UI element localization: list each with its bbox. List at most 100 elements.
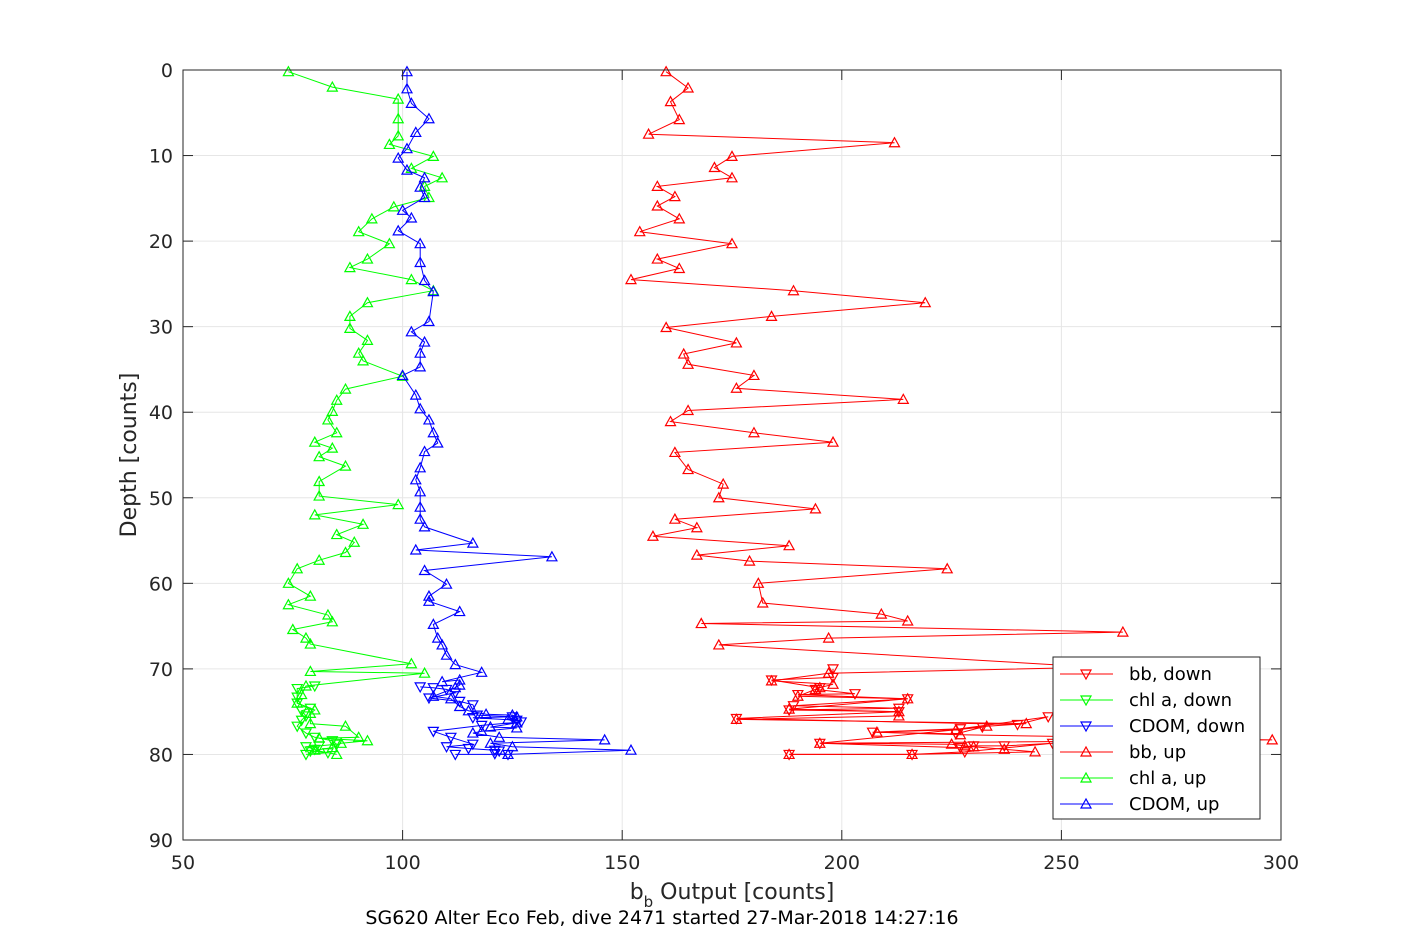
data-point-cdom-up [462,704,475,716]
data-point-bb-up [725,171,739,183]
data-point-cdom-up [427,285,440,297]
data-point-cdom-up [414,461,427,473]
legend-label: bb, down [1129,664,1212,685]
data-point-chl-a-up [308,703,321,715]
legend-swatch-marker [1079,695,1093,707]
data-point-chl-a-up [313,450,326,462]
data-point-cdom-up [427,618,440,630]
data-point-chl-a-up [313,475,326,487]
data-point-chl-a-up [339,719,352,731]
data-point-bb-up [901,614,914,626]
data-point-bb-up [668,190,681,202]
data-point-chl-a-up [436,171,449,183]
data-point-cdom-up [453,605,466,617]
data-point-cdom-up [444,692,457,704]
data-point-cdom-up [396,204,409,215]
data-point-chl-a-up [321,608,334,620]
data-point-chl-a-down [291,721,304,733]
data-point-bb-up [624,273,638,285]
y-tick-label: 40 [149,402,173,424]
data-point-chl-a-up [330,528,343,540]
data-point-cdom-down [493,746,506,758]
data-point-chl-a-up [383,237,396,249]
data-point-chl-a-up [339,382,352,394]
y-tick-label: 70 [149,659,173,681]
data-point-cdom-up [510,710,523,722]
data-point-cdom-down [422,693,435,705]
data-point-cdom-up [418,274,431,286]
data-point-cdom-down [466,700,479,712]
data-point-chl-a-up [326,80,339,92]
data-point-bb-up [958,739,971,751]
data-point-chl-a-up [392,112,405,124]
data-point-cdom-up [409,126,422,138]
data-point-bb-up [967,740,980,752]
x-tick-label: 300 [1263,852,1299,874]
data-point-bb-up [901,692,914,704]
data-point-bb-up [642,127,655,139]
data-point-bb-up [888,136,901,148]
data-point-bb-up [756,596,769,608]
data-point-bb-up [783,702,796,714]
y-tick-label: 20 [149,231,173,253]
data-point-cdom-down [440,742,453,753]
data-point-chl-a-up [326,405,339,416]
data-point-cdom-up [422,589,435,601]
data-point-bb-up [747,369,760,381]
data-point-bb-up [906,748,919,760]
data-point-bb-up [673,262,686,274]
data-point-chl-a-up [352,225,365,237]
x-tick-label: 100 [384,852,420,874]
x-axis-label: bb Output [counts] [630,880,835,911]
axes-box [182,69,1282,841]
data-point-cdom-down [462,743,475,755]
data-point-cdom-up [414,512,427,524]
data-point-cdom-up [409,388,422,400]
data-point-bb-up [1116,625,1129,637]
data-point-cdom-up [431,631,444,643]
data-point-chl-a-up [392,92,405,104]
series-chl-a-down [291,681,343,761]
data-point-chl-a-up [330,426,343,438]
data-point-cdom-up [414,402,427,414]
x-axis-label-subscript: b [644,893,654,911]
data-point-cdom-up [414,485,427,497]
data-point-bb-up [765,674,778,686]
legend-swatch-marker [1079,797,1093,809]
data-point-cdom-up [475,725,488,736]
x-tick-label: 50 [171,852,195,874]
data-point-bb-up [633,225,646,237]
data-point-cdom-down [453,696,466,708]
figure-caption: SG620 Alter Eco Feb, dive 2471 started 2… [365,907,958,929]
data-point-chl-a-up [357,518,370,529]
data-point-chl-a-up [361,296,374,308]
data-point-cdom-up [440,577,453,589]
data-point-cdom-up [436,638,449,650]
data-point-chl-a-up [299,679,312,691]
legend: bb, down chl a, down CDOM, down bb, up chl a… [1052,656,1261,820]
data-point-bb-up [949,723,963,735]
data-point-bb-up [673,113,686,125]
data-point-chl-a-down [308,681,321,693]
data-point-chl-a-up [330,394,343,405]
data-point-chl-a-up [330,748,343,760]
data-point-cdom-up [405,211,418,223]
data-point-chl-a-up [291,696,304,708]
data-point-bb-up [664,415,677,427]
data-point-cdom-up [475,666,488,677]
data-point-cdom-up [510,716,523,728]
data-point-cdom-down [515,717,528,729]
data-point-chl-a-up [304,665,317,677]
data-point-cdom-up [466,726,479,738]
data-point-cdom-up [422,413,435,425]
data-point-bb-up [730,382,743,393]
data-point-bb-up [809,502,822,514]
data-point-chl-a-up [326,615,339,627]
data-point-bb-up [822,666,835,678]
data-point-chl-a-up [343,310,356,321]
data-point-cdom-up [405,97,418,108]
data-point-cdom-down [444,732,457,744]
data-point-bb-up [813,681,826,693]
series-layer [282,65,1279,761]
data-point-cdom-down [427,683,440,694]
